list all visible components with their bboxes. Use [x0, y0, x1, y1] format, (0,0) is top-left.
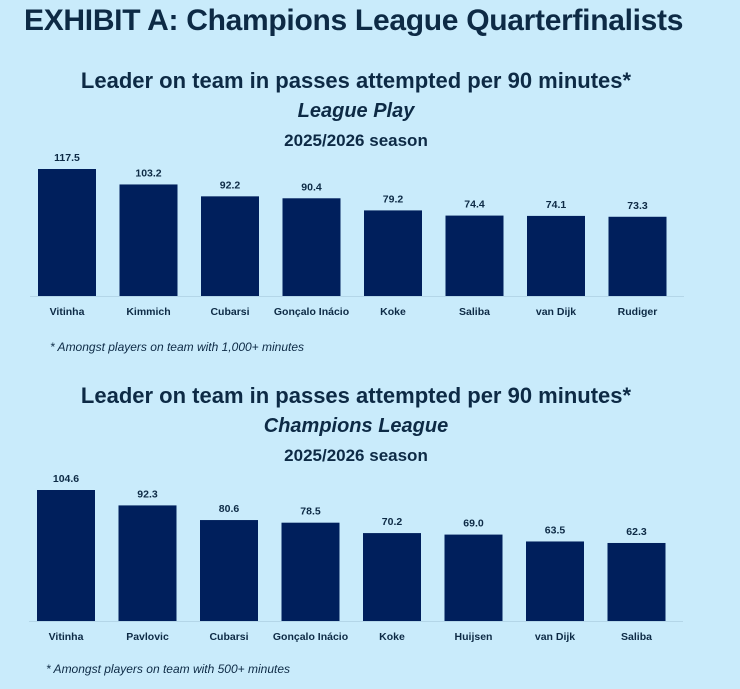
chart2-bar: [200, 520, 258, 621]
chart2-bar: [363, 533, 421, 621]
chart1-title: Leader on team in passes attempted per 9…: [80, 68, 632, 93]
chart2-value-label: 69.0: [463, 518, 484, 530]
chart2-category-label: Koke: [379, 631, 405, 643]
chart2-title: Leader on team in passes attempted per 9…: [80, 383, 632, 408]
chart2-category-label: Pavlovic: [126, 631, 169, 643]
chart2-category-label: Vitinha: [49, 631, 84, 643]
chart2-bar: [281, 522, 340, 621]
chart2-value-label: 63.5: [545, 524, 566, 536]
chart2-footnote: * Amongst players on team with 500+ minu…: [46, 662, 291, 676]
chart1-bar: [364, 210, 422, 296]
chart1-bar: [445, 215, 504, 296]
chart1-value-label: 79.2: [383, 193, 404, 205]
chart1-value-label: 74.4: [464, 199, 485, 211]
chart1-category-label: Saliba: [459, 306, 490, 318]
chart2-bar: [526, 541, 584, 621]
chart2-category-label: Gonçalo Inácio: [273, 631, 348, 643]
chart2-value-label: 70.2: [382, 516, 403, 528]
chart1-bar: [527, 215, 585, 296]
chart1-category-label: Cubarsi: [210, 306, 249, 318]
chart1-bar: [201, 196, 259, 296]
chart2-season: 2025/2026 season: [284, 446, 428, 465]
chart2-bar: [37, 490, 95, 621]
chart2-value-label: 104.6: [53, 473, 79, 485]
chart2-subtitle: Champions League: [263, 415, 449, 437]
chart2-value-label: 62.3: [626, 526, 647, 538]
chart2-category-label: Saliba: [621, 631, 652, 643]
chart1-value-label: 117.5: [54, 152, 80, 164]
chart1-value-label: 103.2: [135, 167, 161, 179]
chart2-value-label: 80.6: [219, 503, 240, 515]
chart2-category-label: Cubarsi: [209, 631, 248, 643]
chart2-bar: [118, 505, 177, 621]
chart1-category-label: Koke: [380, 306, 406, 318]
chart1-value-label: 74.1: [546, 199, 567, 211]
chart2-value-label: 92.3: [137, 488, 158, 500]
chart1-plot: 117.5 Vitinha 103.2 Kimmich 92.2 Cubarsi 90.4 G…: [30, 152, 684, 318]
chart1-subtitle: League Play: [297, 100, 415, 122]
chart1-value-label: 90.4: [301, 181, 322, 193]
chart2-bar: [607, 542, 666, 621]
chart1-value-label: 92.2: [220, 179, 241, 191]
chart2-category-label: van Dijk: [535, 631, 575, 643]
chart1-season: 2025/2026 season: [284, 131, 428, 150]
chart1-bar: [282, 198, 341, 296]
chart1-category-label: Vitinha: [50, 306, 85, 318]
chart2-category-label: Huijsen: [455, 631, 493, 643]
chart1-category-label: Gonçalo Inácio: [274, 306, 349, 318]
chart1-category-label: Kimmich: [126, 306, 170, 318]
chart2-value-label: 78.5: [300, 506, 321, 518]
chart1-footnote: * Amongst players on team with 1,000+ mi…: [50, 340, 305, 354]
chart2-bar: [444, 534, 503, 621]
chart1-bar: [38, 169, 96, 296]
chart1-category-label: van Dijk: [536, 306, 576, 318]
chart1-category-label: Rudiger: [618, 306, 658, 318]
chart1-bar: [119, 184, 178, 296]
chart1-value-label: 73.3: [627, 200, 648, 212]
chart2-plot: 104.6 Vitinha 92.3 Pavlovic 80.6 Cubarsi 78.5 G…: [29, 473, 683, 643]
chart1-bar: [608, 216, 667, 296]
exhibit-title: EXHIBIT A: Champions League Quarterfinal…: [24, 4, 684, 37]
